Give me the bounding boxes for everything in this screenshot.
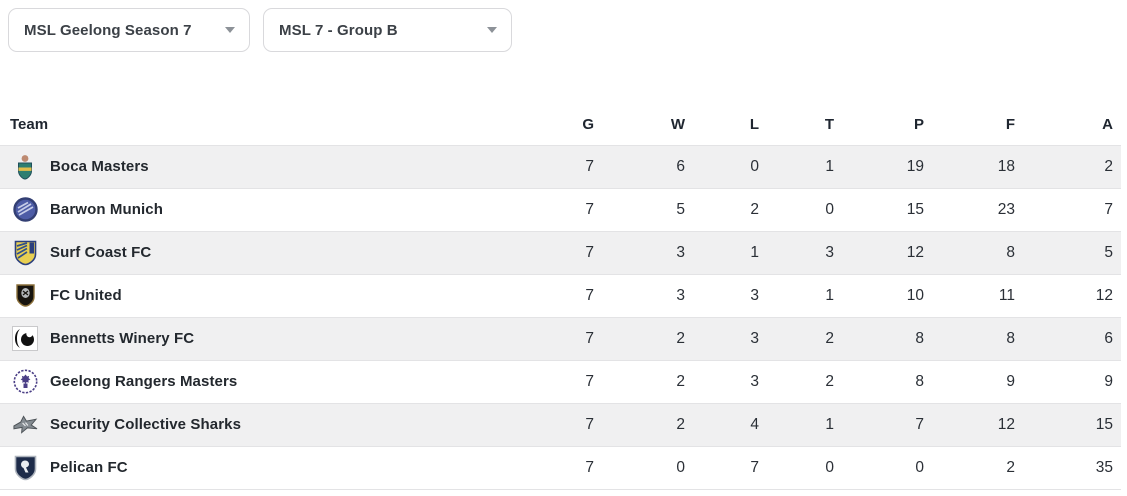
standings-table: Team G W L T P F A Boca Masters 7 [0,105,1121,490]
security-collective-sharks-logo-icon [12,412,38,438]
table-row[interactable]: Bennetts Winery FC 7 2 3 2 8 8 6 [0,316,1121,360]
column-header-goals-for: F [1005,116,1015,134]
losses-value: 3 [693,273,767,317]
points-value: 19 [842,144,932,188]
losses-value: 4 [693,402,767,446]
ties-value: 1 [767,402,842,446]
column-header-points: P [913,116,924,134]
points-value: 0 [842,445,932,490]
games-value: 7 [512,187,602,231]
standings-table-container: Team G W L T P F A Boca Masters 7 [0,105,1127,490]
table-row[interactable]: Pelican FC 7 0 7 0 0 2 35 [0,445,1121,490]
losses-value: 3 [693,316,767,360]
group-select[interactable]: MSL 7 - Group B [263,8,512,52]
points-value: 12 [842,230,932,274]
table-row[interactable]: FC United 7 3 3 1 10 11 12 [0,273,1121,317]
team-name: Boca Masters [50,158,149,175]
ties-value: 2 [767,359,842,403]
goals-for-value: 18 [932,144,1023,188]
fc-united-logo-icon [12,283,38,309]
goals-for-value: 23 [932,187,1023,231]
goals-for-value: 8 [932,316,1023,360]
points-value: 15 [842,187,932,231]
goals-against-value: 9 [1023,359,1121,403]
filter-bar: MSL Geelong Season 7 MSL 7 - Group B [0,0,1127,52]
column-header-goals-against: A [1102,116,1113,134]
games-value: 7 [512,273,602,317]
games-value: 7 [512,230,602,274]
geelong-rangers-masters-logo-icon [12,369,38,395]
games-value: 7 [512,359,602,403]
table-header-row: Team G W L T P F A [0,105,1121,145]
team-name: Geelong Rangers Masters [50,373,238,390]
chevron-down-icon [225,27,235,33]
points-value: 7 [842,402,932,446]
ties-value: 0 [767,445,842,490]
wins-value: 6 [602,144,693,188]
goals-for-value: 8 [932,230,1023,274]
losses-value: 7 [693,445,767,490]
ties-value: 2 [767,316,842,360]
goals-against-value: 6 [1023,316,1121,360]
table-row[interactable]: Surf Coast FC 7 3 1 3 12 8 5 [0,230,1121,274]
barwon-munich-logo-icon [12,197,38,223]
ties-value: 1 [767,273,842,317]
wins-value: 3 [602,273,693,317]
ties-value: 1 [767,144,842,188]
table-row[interactable]: Barwon Munich 7 5 2 0 15 23 7 [0,187,1121,231]
losses-value: 1 [693,230,767,274]
table-row[interactable]: Geelong Rangers Masters 7 2 3 2 8 9 9 [0,359,1121,403]
goals-for-value: 2 [932,445,1023,490]
column-header-losses: L [749,116,759,134]
games-value: 7 [512,144,602,188]
points-value: 10 [842,273,932,317]
surf-coast-fc-logo-icon [12,240,38,266]
goals-against-value: 35 [1023,445,1121,490]
points-value: 8 [842,359,932,403]
wins-value: 5 [602,187,693,231]
group-select-value: MSL 7 - Group B [279,21,398,39]
pelican-fc-logo-icon [12,455,38,481]
table-row[interactable]: Boca Masters 7 6 0 1 19 18 2 [0,144,1121,188]
losses-value: 0 [693,144,767,188]
boca-masters-logo-icon [12,154,38,180]
games-value: 7 [512,316,602,360]
column-header-wins: W [670,116,685,134]
season-select-value: MSL Geelong Season 7 [24,21,192,39]
wins-value: 2 [602,402,693,446]
column-header-games: G [582,116,594,134]
column-header-team: Team [10,116,49,134]
goals-against-value: 2 [1023,144,1121,188]
team-name: Security Collective Sharks [50,416,242,433]
wins-value: 2 [602,316,693,360]
wins-value: 0 [602,445,693,490]
goals-against-value: 5 [1023,230,1121,274]
ties-value: 3 [767,230,842,274]
wins-value: 3 [602,230,693,274]
chevron-down-icon [487,27,497,33]
points-value: 8 [842,316,932,360]
losses-value: 3 [693,359,767,403]
bennetts-winery-fc-logo-icon [12,326,38,352]
goals-against-value: 7 [1023,187,1121,231]
table-row[interactable]: Security Collective Sharks 7 2 4 1 7 12 … [0,402,1121,446]
games-value: 7 [512,445,602,490]
team-name: Surf Coast FC [50,244,152,261]
goals-for-value: 12 [932,402,1023,446]
column-header-ties: T [824,116,834,134]
ties-value: 0 [767,187,842,231]
team-name: Pelican FC [50,459,128,476]
goals-for-value: 9 [932,359,1023,403]
losses-value: 2 [693,187,767,231]
team-name: Barwon Munich [50,201,163,218]
team-name: Bennetts Winery FC [50,330,195,347]
wins-value: 2 [602,359,693,403]
season-select[interactable]: MSL Geelong Season 7 [8,8,250,52]
team-name: FC United [50,287,122,304]
games-value: 7 [512,402,602,446]
goals-against-value: 12 [1023,273,1121,317]
goals-for-value: 11 [932,273,1023,317]
goals-against-value: 15 [1023,402,1121,446]
